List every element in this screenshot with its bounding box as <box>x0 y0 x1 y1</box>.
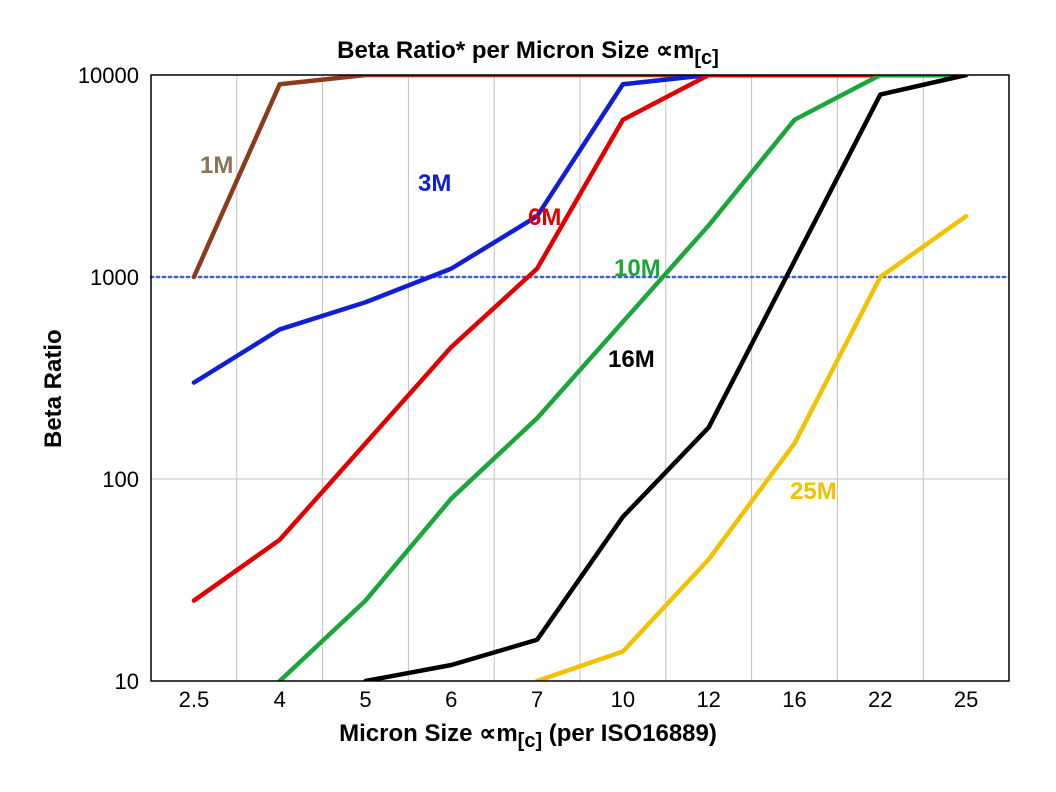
chart-ylabel: Beta Ratio <box>40 329 68 448</box>
series-label-10M: 10M <box>614 255 661 283</box>
chart-title: Beta Ratio* per Micron Size ∝m[c] <box>0 36 1056 70</box>
series-label-1M: 1M <box>200 152 233 180</box>
y-tick-label: 1000 <box>0 265 139 291</box>
series-label-25M: 25M <box>790 478 837 506</box>
x-tick-label: 7 <box>497 687 577 713</box>
x-tick-label: 12 <box>669 687 749 713</box>
x-tick-label: 22 <box>840 687 920 713</box>
series-label-16M: 16M <box>608 346 655 374</box>
x-tick-label: 5 <box>326 687 406 713</box>
y-tick-label: 10000 <box>0 63 139 89</box>
chart-container: Beta Ratio* per Micron Size ∝m[c] Micron… <box>0 0 1056 792</box>
x-tick-label: 10 <box>583 687 663 713</box>
x-tick-label: 6 <box>411 687 491 713</box>
y-tick-label: 100 <box>0 467 139 493</box>
x-tick-label: 16 <box>755 687 835 713</box>
x-tick-label: 25 <box>926 687 1006 713</box>
chart-svg <box>0 0 1056 792</box>
series-label-3M: 3M <box>418 170 451 198</box>
series-label-6M: 6M <box>528 204 561 232</box>
chart-xlabel: Micron Size ∝m[c] (per ISO16889) <box>0 719 1056 753</box>
y-tick-label: 10 <box>0 669 139 695</box>
x-tick-label: 2.5 <box>154 687 234 713</box>
x-tick-label: 4 <box>240 687 320 713</box>
